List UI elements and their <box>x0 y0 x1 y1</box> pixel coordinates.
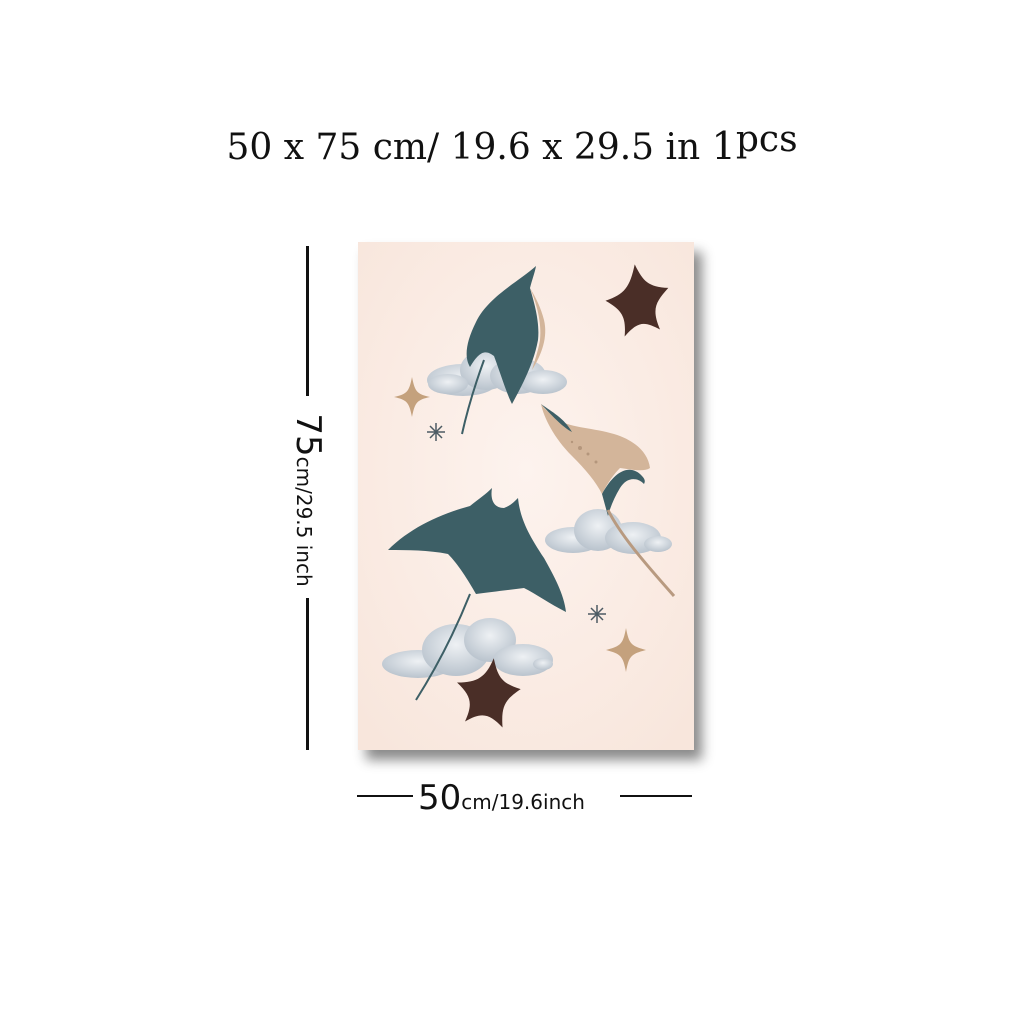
height-value: 75 <box>288 413 328 457</box>
piece-count-number: 1 <box>711 124 736 168</box>
width-value: 50 <box>418 778 462 818</box>
height-dimension-label: 75cm/29.5 inch <box>288 413 328 586</box>
manta-ray-tan-icon <box>541 404 676 597</box>
height-dimension-line-top <box>306 246 309 396</box>
sparkle-tan-right-icon <box>606 628 646 672</box>
width-dimension-label: 50cm/19.6inch <box>418 778 585 818</box>
sparkle-dark-left-icon <box>427 423 445 441</box>
manta-ray-teal-bottom-icon <box>388 488 566 701</box>
artwork-canvas <box>358 242 694 750</box>
starfish-top-icon <box>605 264 669 337</box>
canvas-print <box>358 242 702 760</box>
width-dimension-line-right <box>620 795 692 797</box>
artwork-svg <box>358 242 694 750</box>
size-title-text: 50 x 75 cm/ 19.6 x 29.5 in <box>226 127 712 168</box>
manta-ray-teal-top-icon <box>461 266 546 435</box>
height-unit: cm/29.5 inch <box>292 456 316 587</box>
piece-count-unit: pcs <box>735 119 798 160</box>
starfish-bottom-icon <box>457 658 521 728</box>
width-dimension-line-left <box>357 795 413 797</box>
width-unit: cm/19.6inch <box>461 790 585 814</box>
size-title: 50 x 75 cm/ 19.6 x 29.5 in 1pcs <box>0 119 1024 168</box>
cloud-bottom-icon <box>382 618 553 678</box>
height-dimension-line-bottom <box>306 598 309 750</box>
sparkle-dark-right-icon <box>588 605 606 623</box>
sparkle-tan-left-icon <box>394 377 430 417</box>
